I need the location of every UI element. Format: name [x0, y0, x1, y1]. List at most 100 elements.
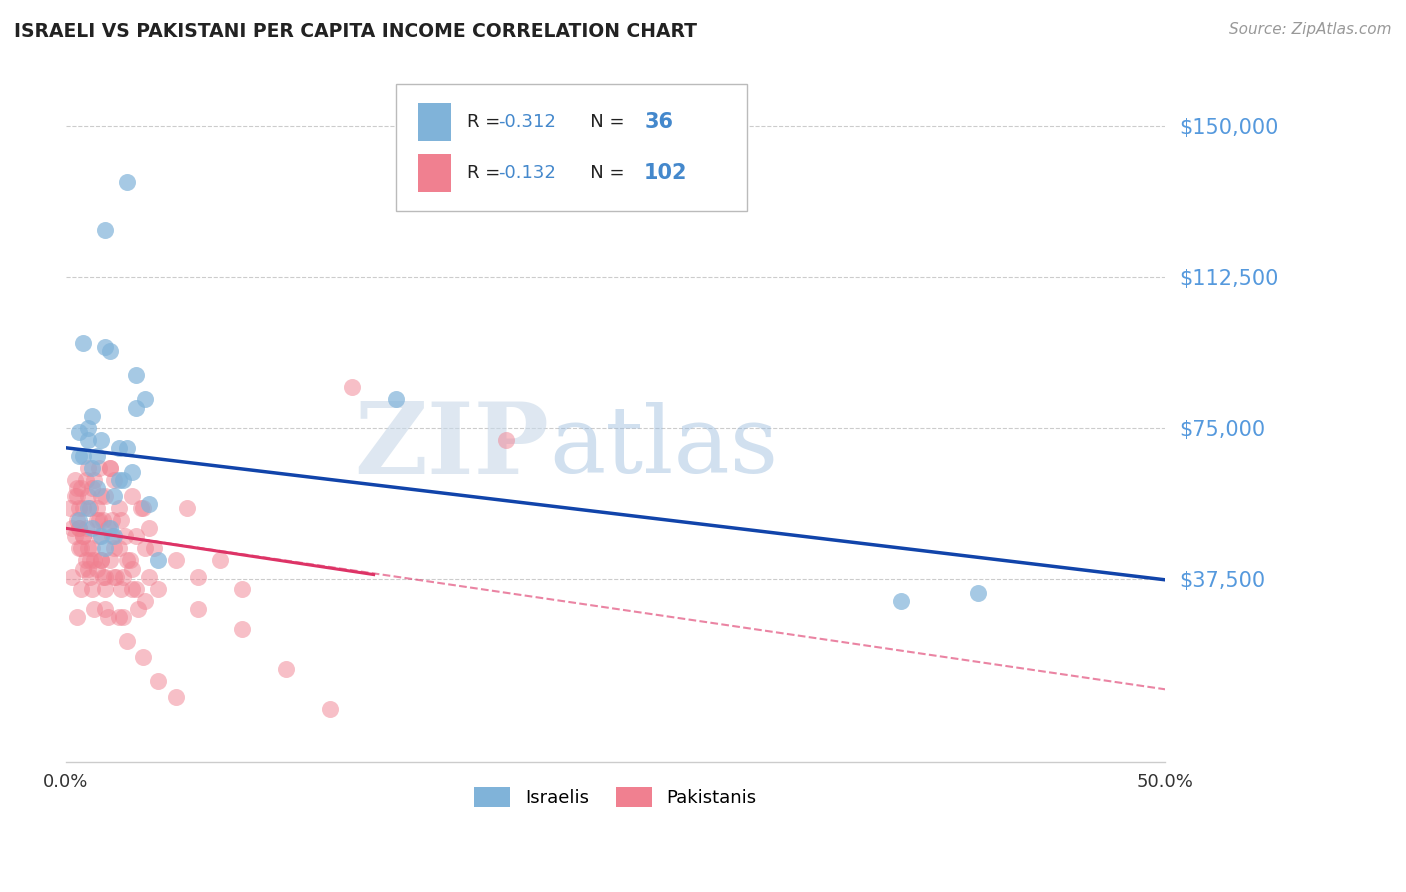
Text: atlas: atlas: [550, 402, 779, 492]
Point: [103, 529, 125, 543]
Point: [231, 622, 253, 636]
Point: [87, 461, 110, 475]
Point: [83, 602, 105, 616]
Point: [98, 461, 121, 475]
FancyBboxPatch shape: [395, 84, 748, 211]
Point: [125, 401, 148, 415]
Point: [146, 674, 169, 689]
Point: [86, 513, 108, 527]
Point: [82, 541, 104, 556]
Point: [75, 521, 97, 535]
Point: [967, 585, 990, 599]
Point: [86, 449, 108, 463]
Point: [107, 473, 129, 487]
Point: [79, 501, 101, 516]
Point: [138, 521, 160, 535]
Point: [107, 610, 129, 624]
Point: [72, 561, 94, 575]
Point: [83, 553, 105, 567]
Point: [118, 553, 141, 567]
Point: [67, 521, 90, 535]
Point: [83, 473, 105, 487]
Point: [63, 529, 86, 543]
Point: [103, 541, 125, 556]
Point: [165, 690, 187, 705]
Point: [97, 521, 120, 535]
Point: [495, 433, 517, 447]
Point: [110, 582, 132, 596]
Point: [176, 501, 198, 516]
Point: [94, 602, 117, 616]
Point: [72, 529, 94, 543]
Point: [98, 461, 121, 475]
Point: [107, 441, 129, 455]
Text: -0.132: -0.132: [498, 164, 555, 182]
Point: [890, 593, 912, 607]
Point: [110, 513, 132, 527]
Point: [105, 569, 128, 583]
Point: [66, 513, 89, 527]
Point: [134, 392, 156, 407]
Point: [121, 561, 143, 575]
Point: [318, 702, 340, 716]
Point: [76, 489, 98, 503]
Point: [117, 175, 139, 189]
Point: [82, 481, 104, 495]
Point: [132, 501, 155, 516]
Point: [91, 569, 114, 583]
Text: N =: N =: [572, 164, 630, 182]
Legend: Israelis, Pakistanis: Israelis, Pakistanis: [467, 780, 763, 814]
Point: [76, 420, 98, 434]
Point: [117, 553, 139, 567]
Text: 36: 36: [644, 112, 673, 132]
Point: [114, 529, 136, 543]
Point: [107, 541, 129, 556]
Point: [208, 553, 231, 567]
Point: [82, 521, 104, 535]
Text: N =: N =: [572, 113, 630, 131]
Point: [90, 553, 112, 567]
Point: [72, 336, 94, 351]
Point: [132, 650, 155, 665]
Point: [76, 561, 98, 575]
Point: [70, 541, 93, 556]
Point: [274, 662, 297, 676]
Point: [121, 465, 143, 479]
Point: [129, 501, 152, 516]
Point: [98, 521, 121, 535]
Point: [138, 569, 160, 583]
Point: [94, 489, 117, 503]
Point: [67, 521, 90, 535]
Point: [125, 529, 148, 543]
Point: [117, 441, 139, 455]
Point: [165, 553, 187, 567]
Point: [231, 582, 253, 596]
Point: [101, 529, 124, 543]
Text: -0.312: -0.312: [498, 113, 555, 131]
Point: [72, 501, 94, 516]
Point: [87, 529, 110, 543]
Point: [76, 461, 98, 475]
Point: [66, 610, 89, 624]
Point: [90, 489, 112, 503]
Point: [103, 569, 125, 583]
Point: [75, 553, 97, 567]
Point: [86, 481, 108, 495]
Point: [142, 541, 165, 556]
Point: [103, 489, 125, 503]
Point: [82, 582, 104, 596]
Point: [125, 582, 148, 596]
Point: [79, 553, 101, 567]
Point: [384, 392, 406, 407]
Point: [121, 489, 143, 503]
Point: [82, 409, 104, 423]
Point: [70, 481, 93, 495]
Point: [90, 553, 112, 567]
Point: [82, 461, 104, 475]
Text: 102: 102: [644, 163, 688, 183]
Point: [86, 501, 108, 516]
Point: [101, 513, 124, 527]
Point: [134, 593, 156, 607]
Point: [98, 553, 121, 567]
Point: [67, 541, 90, 556]
